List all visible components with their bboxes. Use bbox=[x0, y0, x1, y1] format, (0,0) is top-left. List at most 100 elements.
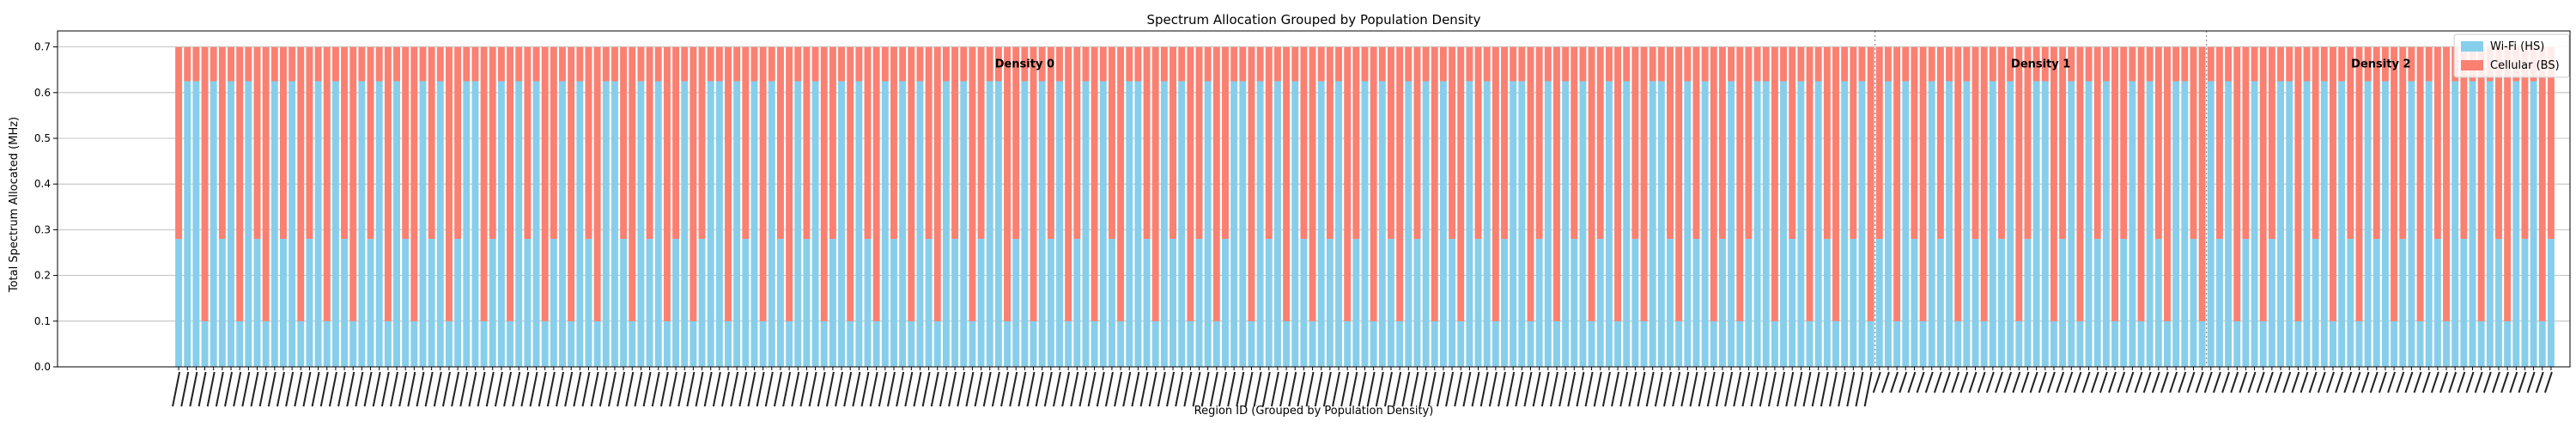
bar-cellular bbox=[768, 46, 775, 82]
bar-layer bbox=[175, 46, 2555, 368]
bar-cellular bbox=[2399, 46, 2407, 240]
bar-wifi bbox=[1178, 81, 1186, 368]
bar-wifi bbox=[1405, 81, 1413, 368]
bar-cellular bbox=[2164, 46, 2171, 321]
bar-wifi bbox=[236, 320, 244, 367]
bar-cellular bbox=[602, 46, 610, 82]
bar-cellular bbox=[942, 46, 950, 82]
x-tick-label bbox=[703, 371, 713, 407]
x-tick-label bbox=[634, 371, 643, 407]
bar-cellular bbox=[1692, 46, 1700, 240]
bar-cellular bbox=[2059, 46, 2067, 240]
x-tick-label bbox=[2056, 371, 2065, 393]
x-tick-label bbox=[2387, 371, 2397, 393]
bar-cellular bbox=[2050, 46, 2057, 321]
x-tick-label bbox=[913, 371, 922, 407]
bar-cellular bbox=[2120, 46, 2128, 240]
x-tick-label bbox=[2482, 371, 2492, 393]
x-tick-label bbox=[1680, 371, 1690, 407]
bar-cellular bbox=[550, 46, 557, 240]
bar-cellular bbox=[1553, 46, 1560, 321]
bar-wifi bbox=[489, 239, 496, 367]
bar-wifi bbox=[1038, 81, 1046, 368]
bar-wifi bbox=[1588, 320, 1595, 367]
bar-wifi bbox=[2164, 320, 2171, 367]
bar-wifi bbox=[776, 239, 784, 367]
bar-cellular bbox=[847, 46, 854, 321]
legend-swatch-wifi bbox=[2461, 41, 2483, 52]
bar-wifi bbox=[1187, 320, 1194, 367]
bar-wifi bbox=[2495, 239, 2502, 367]
x-tick-label bbox=[2492, 371, 2500, 393]
bar-wifi bbox=[2347, 239, 2354, 367]
x-tick-label bbox=[2308, 371, 2318, 393]
bar-cellular bbox=[2443, 46, 2450, 321]
bar-wifi bbox=[1431, 320, 1438, 367]
bar-cellular bbox=[1710, 46, 1717, 321]
bar-cellular bbox=[1370, 46, 1377, 321]
bar-cellular bbox=[672, 46, 680, 240]
x-tick-label bbox=[1070, 371, 1079, 407]
x-tick-label bbox=[1794, 371, 1803, 407]
x-tick-label bbox=[991, 371, 1000, 407]
x-tick-label bbox=[2038, 371, 2047, 393]
bar-cellular bbox=[1073, 46, 1081, 240]
bar-wifi bbox=[2469, 81, 2476, 368]
x-tick-label bbox=[835, 371, 844, 407]
x-tick-label bbox=[206, 371, 216, 407]
bar-cellular bbox=[646, 46, 653, 240]
x-tick-label bbox=[520, 371, 530, 407]
bar-wifi bbox=[2277, 81, 2284, 368]
bar-wifi bbox=[2093, 239, 2101, 367]
x-tick-label bbox=[1366, 371, 1376, 407]
bar-wifi bbox=[2059, 239, 2067, 367]
bar-cellular bbox=[576, 46, 584, 82]
x-tick-label bbox=[2352, 371, 2361, 393]
x-tick-label bbox=[1498, 371, 1507, 407]
bar-cellular bbox=[1571, 46, 1578, 240]
bar-cellular bbox=[908, 46, 915, 321]
bar-wifi bbox=[1657, 81, 1665, 368]
x-tick-label bbox=[2439, 371, 2448, 393]
bar-cellular bbox=[1667, 46, 1674, 240]
x-tick-label bbox=[1122, 371, 1132, 407]
bar-cellular bbox=[1649, 46, 1656, 82]
x-tick-label bbox=[1314, 371, 1323, 407]
bar-wifi bbox=[1667, 239, 1674, 367]
x-tick-label bbox=[1131, 371, 1140, 407]
x-tick-label bbox=[1881, 371, 1890, 393]
x-tick-label bbox=[1759, 371, 1768, 407]
bar-cellular bbox=[899, 46, 907, 82]
x-tick-label bbox=[1000, 371, 1010, 407]
bar-cellular bbox=[1047, 46, 1054, 240]
x-tick-label bbox=[1419, 371, 1428, 407]
bar-wifi bbox=[1875, 239, 1883, 367]
x-tick-label bbox=[982, 371, 992, 407]
bar-cellular bbox=[1989, 46, 1996, 82]
x-tick-label bbox=[258, 371, 268, 407]
x-tick-label bbox=[1654, 371, 1663, 407]
x-tick-label bbox=[642, 371, 652, 407]
bar-wifi bbox=[1701, 81, 1709, 368]
bar-cellular bbox=[2198, 46, 2206, 321]
bar-wifi bbox=[872, 320, 880, 367]
bar-cellular bbox=[933, 46, 941, 321]
y-axis-label: Total Spectrum Allocated (MHz) bbox=[8, 117, 21, 293]
bar-wifi bbox=[1222, 239, 1229, 367]
bar-cellular bbox=[759, 46, 767, 321]
bar-wifi bbox=[1378, 81, 1386, 368]
bar-cellular bbox=[2330, 46, 2336, 321]
x-tick-label bbox=[1479, 371, 1489, 407]
bar-wifi bbox=[446, 320, 453, 367]
bar-cellular bbox=[384, 46, 392, 321]
bar-wifi bbox=[2294, 320, 2302, 367]
bar-cellular bbox=[1596, 46, 1604, 240]
bar-cellular bbox=[184, 46, 191, 82]
group-label: Density 0 bbox=[995, 58, 1054, 71]
x-tick-label bbox=[328, 371, 337, 407]
bar-wifi bbox=[1928, 81, 1935, 368]
bar-wifi bbox=[2076, 320, 2084, 367]
bar-wifi bbox=[1326, 239, 1334, 367]
x-tick-label bbox=[1410, 371, 1419, 407]
bar-cellular bbox=[2041, 46, 2049, 82]
